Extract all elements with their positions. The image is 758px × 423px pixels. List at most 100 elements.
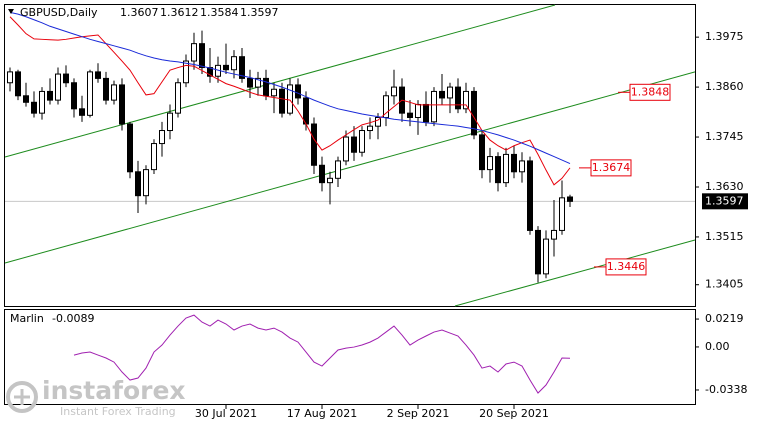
candle-body	[343, 136, 349, 162]
candle-body	[455, 86, 461, 110]
watermark-brand: instaforex	[42, 376, 186, 405]
candle-body	[527, 160, 533, 231]
candle-body	[423, 103, 429, 123]
candle-body	[143, 169, 149, 197]
moving-average	[9, 16, 571, 186]
candle-body	[495, 156, 501, 184]
candle-body	[55, 73, 61, 101]
ohlc-high: 1.3612	[160, 6, 199, 19]
channel-line	[454, 239, 696, 307]
candle-body	[151, 143, 157, 171]
candle-body	[199, 43, 205, 69]
watermark: instaforex Instant Forex Trading	[6, 376, 186, 418]
y-tick-label: 1.3860	[705, 80, 744, 93]
candle-body	[559, 197, 565, 231]
candle-body	[463, 90, 469, 110]
price-label-box	[590, 159, 632, 177]
watermark-tagline: Instant Forex Trading	[60, 405, 176, 418]
y-tick-label: -0.0338	[705, 383, 747, 396]
candle-body	[279, 88, 285, 114]
candle-body	[39, 90, 45, 114]
candle-body	[111, 84, 117, 101]
candle-body	[327, 177, 333, 184]
candle-body	[191, 43, 197, 62]
candle-body	[359, 130, 365, 153]
candle-body	[223, 64, 229, 71]
candle-body	[127, 123, 133, 173]
candle-body	[319, 164, 325, 184]
candle-body	[167, 112, 173, 132]
ohlc-close: 1.3597	[240, 6, 279, 19]
candle-body	[391, 86, 397, 97]
candle-body	[503, 153, 509, 184]
y-tick-label: 1.3405	[705, 278, 744, 291]
y-tick-label: 0.0219	[705, 312, 744, 325]
candle-body	[159, 130, 165, 145]
candle-body	[567, 196, 573, 202]
candle-body	[15, 71, 21, 97]
candle-body	[175, 82, 181, 114]
current-price-label: 1.3597	[705, 194, 744, 207]
candle-body	[295, 84, 301, 99]
candle-body	[79, 108, 85, 116]
candle-body	[303, 97, 309, 125]
candle-body	[535, 229, 541, 275]
candle-body	[183, 60, 189, 84]
indicator-value: -0.0089	[52, 312, 94, 325]
price-label-box	[605, 258, 647, 276]
watermark-logo	[6, 381, 38, 413]
candle-body	[103, 77, 109, 101]
candle-body	[95, 71, 101, 79]
price-label: 1.3446	[607, 260, 646, 273]
x-tick-label: 17 Aug 2021	[287, 407, 357, 420]
chart-title: GBPUSD,Daily	[20, 6, 98, 19]
candle-body	[47, 90, 53, 101]
price-label: 1.3674	[592, 161, 631, 174]
title-arrow	[8, 9, 14, 14]
candle-body	[231, 56, 237, 71]
channel-line	[4, 4, 556, 158]
current-price-box	[702, 193, 748, 210]
y-tick-label: 1.3975	[705, 30, 744, 43]
candle-body	[407, 112, 413, 118]
x-tick-label: 20 Sep 2021	[479, 407, 549, 420]
ohlc-open: 1.3607	[120, 6, 159, 19]
candle-body	[255, 77, 261, 88]
candle-body	[479, 134, 485, 171]
candle-body	[551, 229, 557, 240]
ohlc-low: 1.3584	[200, 6, 239, 19]
candle-body	[447, 86, 453, 99]
x-tick-label: 2 Sep 2021	[387, 407, 450, 420]
y-tick-label: 1.3630	[705, 180, 744, 193]
watermark-logo-cross	[14, 389, 30, 405]
moving-average	[9, 11, 571, 164]
candle-body	[335, 160, 341, 179]
candle-body	[287, 84, 293, 114]
indicator-frame	[4, 309, 696, 405]
candle-body	[511, 153, 517, 173]
candle-body	[375, 116, 381, 127]
candle-body	[519, 160, 525, 173]
candle-body	[239, 56, 245, 79]
candle-body	[487, 156, 493, 171]
candle-body	[31, 101, 37, 114]
channel-line	[4, 71, 696, 264]
x-tick-label: 30 Jul 2021	[195, 407, 257, 420]
candle-body	[71, 82, 77, 110]
price-label: 1.3848	[631, 85, 670, 98]
y-tick-label: 0.00	[705, 340, 730, 353]
candle-body	[247, 77, 253, 88]
candle-body	[63, 73, 69, 84]
indicator-line	[73, 314, 571, 394]
candle-body	[7, 71, 13, 84]
candle-body	[543, 238, 549, 275]
candle-body	[119, 84, 125, 125]
candle-body	[311, 123, 317, 166]
candle-body	[415, 103, 421, 118]
indicator-title: Marlin	[10, 312, 44, 325]
y-tick-label: 1.3515	[705, 230, 744, 243]
candle-body	[271, 88, 277, 97]
candle-body	[23, 95, 29, 103]
